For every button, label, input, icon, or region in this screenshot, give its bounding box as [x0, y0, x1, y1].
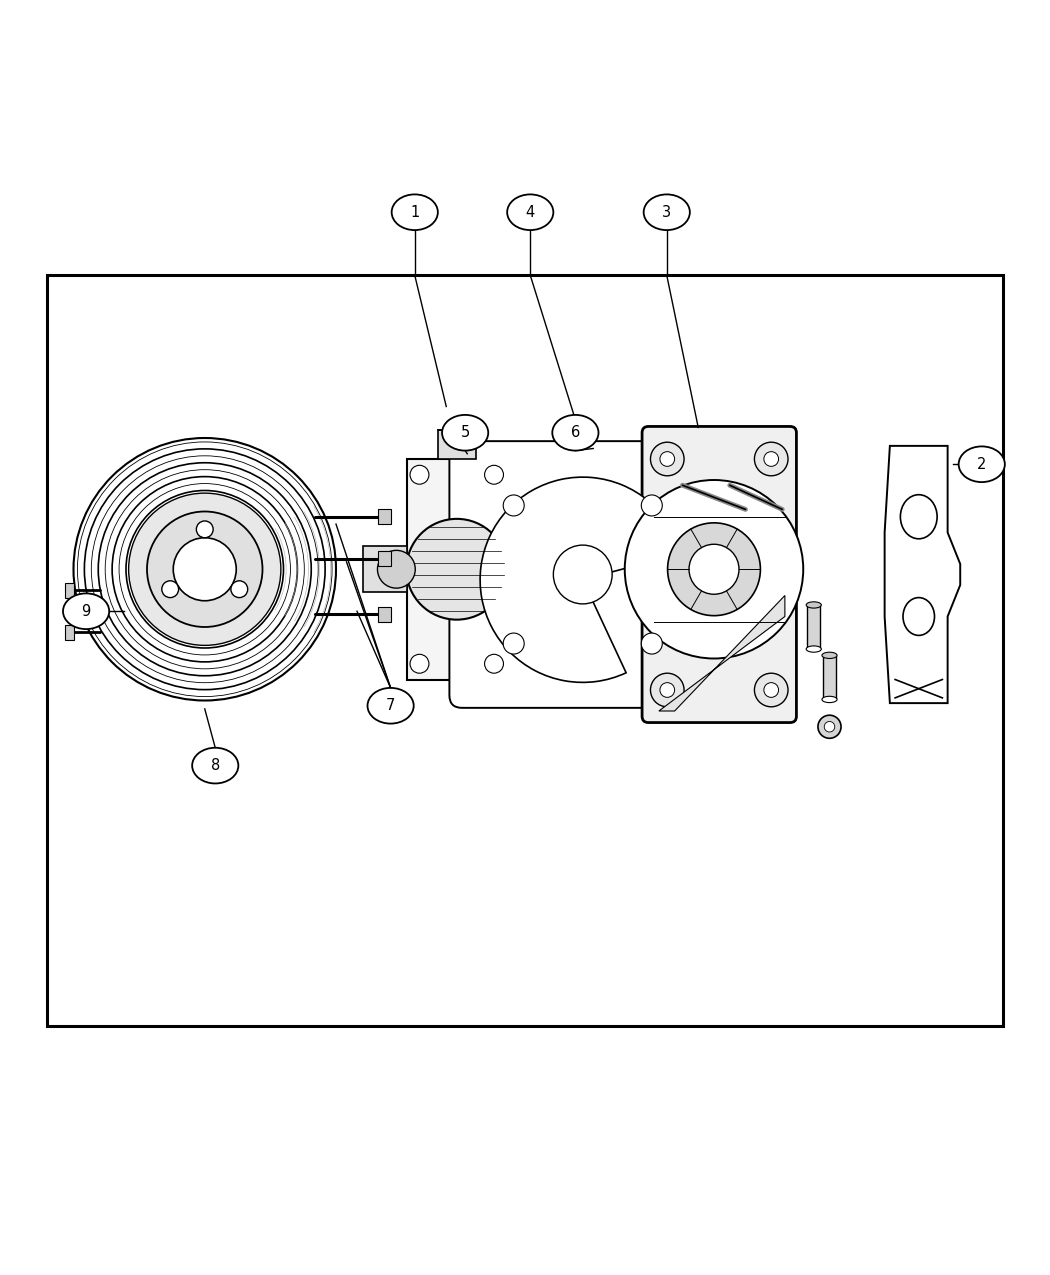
Circle shape: [484, 465, 504, 484]
Ellipse shape: [392, 194, 438, 229]
Circle shape: [754, 442, 788, 476]
Text: 5: 5: [461, 426, 469, 440]
Circle shape: [173, 538, 236, 601]
Bar: [807, 604, 820, 649]
Circle shape: [74, 439, 336, 700]
Bar: [65, 583, 74, 598]
Circle shape: [642, 634, 663, 654]
Circle shape: [406, 519, 507, 620]
Bar: [65, 604, 74, 618]
Polygon shape: [659, 595, 785, 711]
Circle shape: [651, 442, 685, 476]
Circle shape: [410, 654, 429, 673]
Circle shape: [162, 581, 178, 598]
Ellipse shape: [644, 194, 690, 229]
Bar: [378, 510, 391, 524]
Bar: [438, 430, 476, 459]
Ellipse shape: [806, 646, 821, 653]
Circle shape: [503, 634, 524, 654]
Ellipse shape: [368, 688, 414, 724]
Text: 1: 1: [411, 205, 419, 219]
Circle shape: [818, 715, 841, 738]
Circle shape: [231, 581, 248, 598]
Bar: [47, 275, 1003, 1026]
Ellipse shape: [552, 414, 598, 450]
Circle shape: [196, 521, 213, 538]
Bar: [65, 625, 74, 640]
Ellipse shape: [806, 602, 821, 608]
Text: 6: 6: [571, 426, 580, 440]
Circle shape: [642, 495, 663, 516]
Bar: [378, 607, 391, 622]
Circle shape: [764, 682, 779, 697]
Ellipse shape: [959, 446, 1005, 482]
Circle shape: [378, 551, 415, 588]
FancyBboxPatch shape: [449, 441, 716, 708]
Circle shape: [660, 682, 675, 697]
Text: 2: 2: [978, 456, 986, 472]
Circle shape: [660, 451, 675, 467]
Circle shape: [503, 495, 524, 516]
Text: 8: 8: [211, 759, 219, 773]
Ellipse shape: [822, 696, 837, 703]
Circle shape: [668, 523, 760, 616]
Text: 3: 3: [663, 205, 671, 219]
Circle shape: [128, 493, 281, 645]
Ellipse shape: [192, 747, 238, 783]
Bar: [823, 655, 836, 700]
Bar: [363, 546, 407, 593]
Circle shape: [484, 654, 504, 673]
Circle shape: [651, 673, 685, 706]
Polygon shape: [884, 446, 960, 703]
Circle shape: [553, 546, 612, 604]
Ellipse shape: [903, 598, 934, 635]
Bar: [378, 551, 391, 566]
Polygon shape: [407, 459, 506, 680]
Circle shape: [824, 722, 835, 732]
Ellipse shape: [901, 495, 937, 539]
Text: 4: 4: [526, 205, 534, 219]
Circle shape: [147, 511, 262, 627]
Wedge shape: [480, 477, 681, 682]
Circle shape: [689, 544, 739, 594]
Ellipse shape: [442, 414, 488, 450]
Circle shape: [410, 465, 429, 484]
Circle shape: [625, 479, 803, 658]
Ellipse shape: [63, 593, 109, 629]
Text: 9: 9: [82, 604, 90, 618]
Ellipse shape: [507, 194, 553, 229]
Circle shape: [754, 673, 788, 706]
Circle shape: [764, 451, 779, 467]
Text: 7: 7: [386, 699, 395, 713]
FancyBboxPatch shape: [643, 426, 797, 723]
Ellipse shape: [822, 653, 837, 658]
